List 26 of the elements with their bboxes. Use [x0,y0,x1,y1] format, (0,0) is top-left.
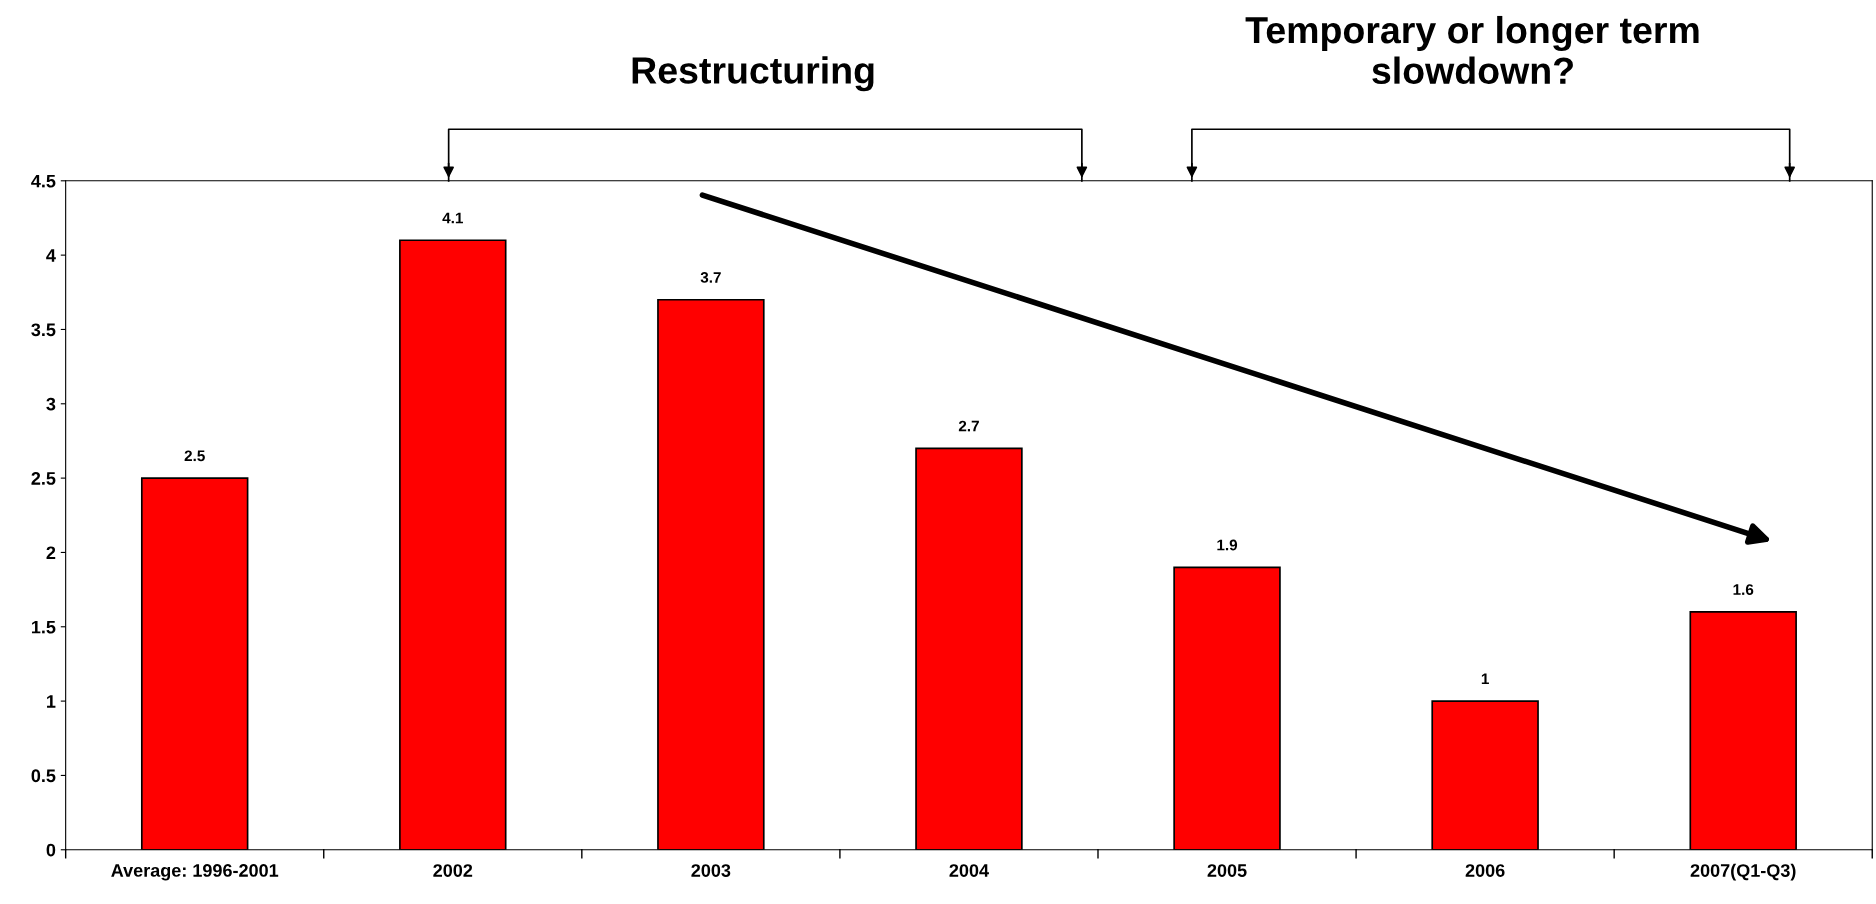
text: Temporary or longer term slowdown? [1245,15,1699,85]
data-label: 2.7 [958,420,979,432]
y-tick-label: 3 [46,397,56,411]
x-tick-label: 2002 [433,864,473,877]
x-tick-label: 2007(Q1-Q3) [1690,863,1796,881]
y-tick-label: 0 [46,843,56,857]
data-label: 1 [1481,673,1489,685]
y-tick-label: 1 [47,695,56,708]
data-label: 1.9 [1217,539,1238,551]
y-tick-label: 4 [46,249,56,262]
y-tick-label: 3.5 [31,323,56,337]
data-label: 3.7 [700,272,721,283]
y-tick-label: 0.5 [31,769,56,783]
y-tick-label: 1.5 [31,620,56,634]
data-label: 1.6 [1733,584,1754,595]
x-tick-label: Average: 1996-2001 [111,864,279,881]
x-tick-label: 2003 [691,864,731,877]
y-tick-label: 2 [46,546,56,559]
x-tick-label: 2004 [949,864,989,877]
y-tick-label: 4.5 [31,174,56,188]
y-tick-label: 2.5 [31,472,56,485]
text: Restructuring [632,56,874,92]
data-label: 4.1 [442,212,463,224]
data-label: 2.5 [184,450,205,462]
x-tick-label: 2006 [1465,864,1505,877]
x-tick-label: 2005 [1207,864,1247,877]
